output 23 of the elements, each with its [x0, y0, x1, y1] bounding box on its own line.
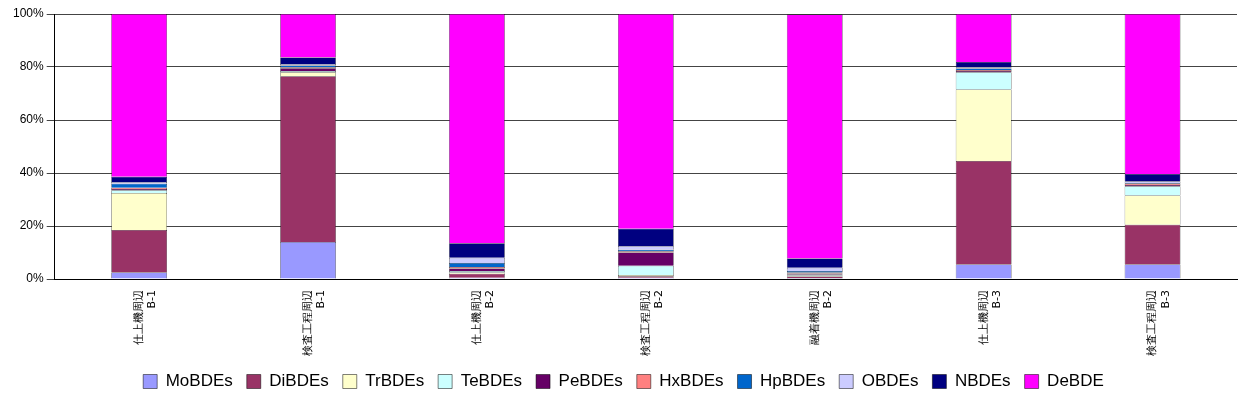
legend-label: DiBDEs: [269, 371, 329, 391]
x-tick-label: 検査工程周辺 B-1: [300, 290, 328, 356]
x-tick-label: 仕上機周辺 B-3: [976, 290, 1003, 345]
legend-label: MoBDEs: [165, 371, 233, 391]
y-tick-label: 100%: [12, 6, 45, 21]
legend-label: PeBDEs: [558, 371, 623, 391]
y-tick-label: 80%: [19, 59, 45, 74]
legend-label: TeBDEs: [460, 371, 523, 391]
legend-label: HxBDEs: [659, 371, 724, 391]
legend-label: TrBDEs: [365, 371, 425, 391]
y-tick-label: 60%: [19, 112, 45, 127]
x-tick-label: 検査工程周辺 B-3: [1145, 290, 1172, 356]
legend-label: NBDEs: [954, 371, 1011, 391]
x-tick-label: 検査工程周辺 B-2: [638, 290, 665, 356]
y-tick-label: 0%: [26, 271, 45, 286]
legend-label: DeBDE: [1047, 371, 1104, 391]
y-tick-label: 40%: [19, 165, 45, 180]
x-tick-label: 融着機周辺 B-2: [807, 290, 834, 345]
legend-label: HpBDEs: [760, 371, 826, 391]
legend-label: OBDEs: [861, 371, 919, 391]
y-tick-label: 20%: [19, 218, 45, 233]
x-tick-label: 仕上機周辺 B-1: [132, 290, 159, 345]
x-tick-label: 仕上機周辺 B-2: [469, 290, 496, 345]
